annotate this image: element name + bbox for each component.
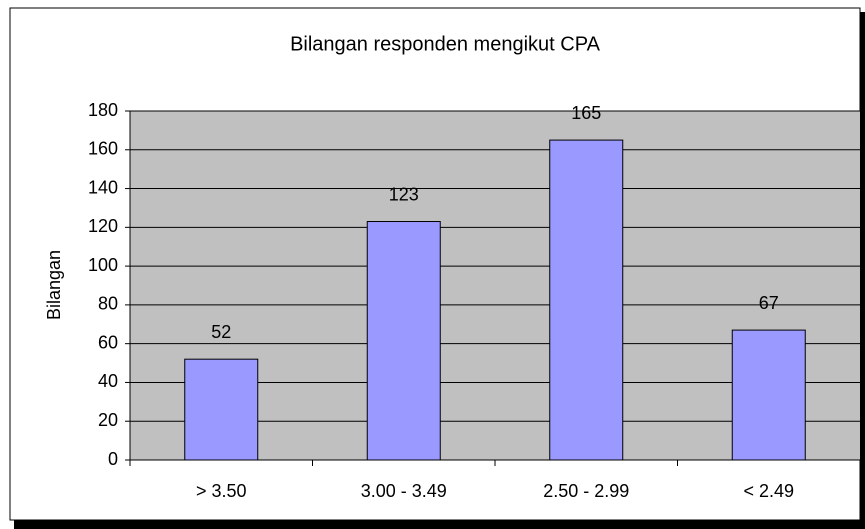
bar <box>731 329 806 461</box>
data-label: 67 <box>759 293 779 313</box>
bar <box>184 358 259 461</box>
y-tick-label: 180 <box>88 100 118 120</box>
y-axis-label: Bilangan <box>44 250 64 320</box>
x-tick-label: < 2.49 <box>743 481 794 501</box>
y-tick-label: 80 <box>98 294 118 314</box>
y-tick-label: 140 <box>88 177 118 197</box>
y-tick-label: 120 <box>88 216 118 236</box>
y-tick-label: 160 <box>88 139 118 159</box>
y-tick-label: 40 <box>98 371 118 391</box>
y-tick-label: 100 <box>88 255 118 275</box>
data-label: 52 <box>211 322 231 342</box>
data-label: 165 <box>571 103 601 123</box>
chart-title: Bilangan responden mengikut CPA <box>290 33 600 55</box>
bar <box>549 139 624 461</box>
y-tick-label: 20 <box>98 410 118 430</box>
bar <box>366 221 441 461</box>
x-tick-label: 2.50 - 2.99 <box>543 481 629 501</box>
y-tick-label: 0 <box>108 449 118 469</box>
y-tick-label: 60 <box>98 332 118 352</box>
x-tick-label: > 3.50 <box>196 481 247 501</box>
data-label: 123 <box>389 184 419 204</box>
x-tick-label: 3.00 - 3.49 <box>361 481 447 501</box>
